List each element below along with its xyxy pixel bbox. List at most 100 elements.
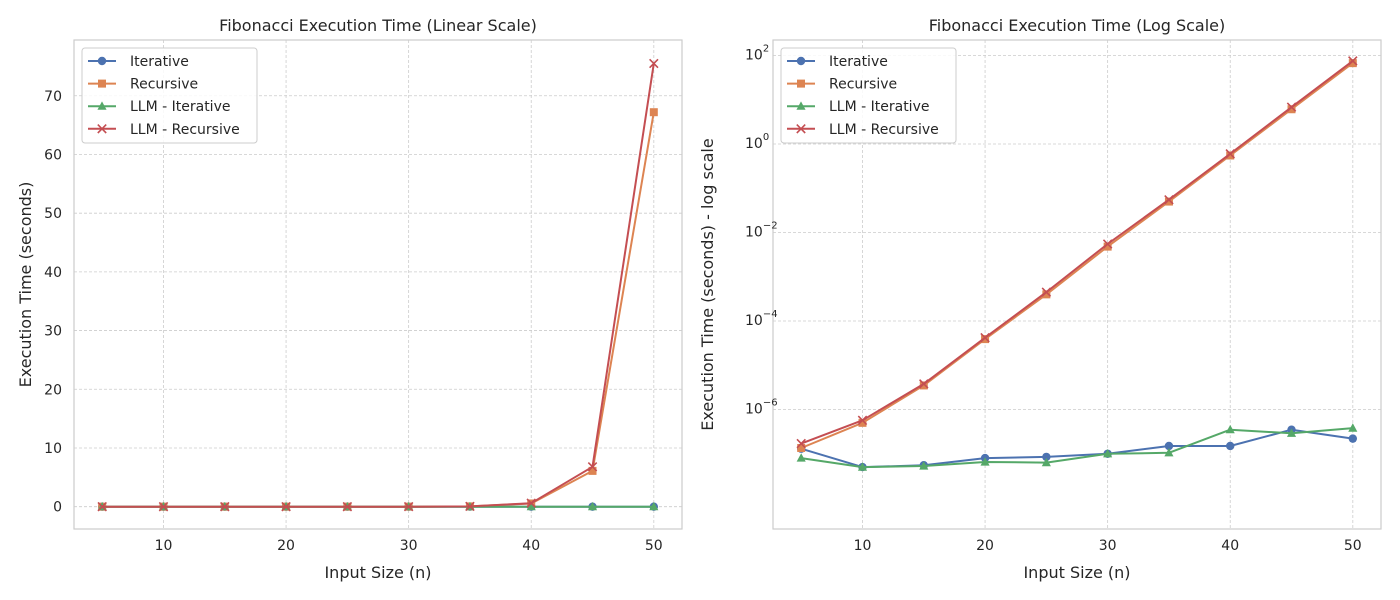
data-point [158,501,169,512]
x-tick-label: 50 [1344,538,1362,554]
data-point [1164,197,1173,206]
data-point [981,335,990,344]
data-point [857,415,868,426]
y-tick-label: 20 [44,382,62,398]
y-tick-label-exponent: −4 [763,309,778,320]
data-point [858,418,867,427]
legend: Iterative Recursive LLM - Iterative LLM - R… [81,47,258,144]
data-point [1348,423,1358,432]
data-point [857,462,868,471]
data-point [797,444,806,453]
legend-label: Recursive [829,77,897,93]
data-point [796,438,806,449]
data-point [588,466,597,475]
data-point [1164,448,1174,457]
legend-label: LLM - Recursive [130,122,240,138]
legend-label: LLM - Iterative [130,99,230,115]
y-tick-label: 70 [44,89,62,105]
legend-label: Iterative [829,54,888,70]
data-point [980,332,990,343]
data-point [403,501,414,512]
y-tick-label-base: 10 [745,313,763,329]
y-tick-label-base: 10 [745,225,763,241]
data-point [1286,102,1297,112]
x-tick-label: 40 [1221,538,1239,554]
legend-item: Iterative [787,54,888,70]
y-axis-label: Execution Time (seconds) [16,182,35,388]
data-point [1225,149,1235,159]
x-tick-label: 30 [1099,538,1117,554]
x-tick-label: 10 [155,538,173,554]
data-point [649,501,659,511]
data-point [1164,441,1174,451]
data-point [587,501,598,511]
data-point [649,108,658,117]
legend-label: LLM - Iterative [829,99,929,115]
legend-item: Recursive [787,77,897,93]
data-point [587,462,598,472]
y-tick-label-base: 10 [745,47,763,63]
legend-marker [797,79,805,88]
y-tick-label-exponent: −2 [763,221,778,232]
legend-item: LLM - Recursive [787,122,939,138]
chart-linear-scale: 10 20 30 40 50 0 10 20 30 40 50 60 70 Fibonacci Execu… [16,16,683,582]
legend-label: Recursive [130,77,198,93]
y-tick-label: 40 [44,265,62,281]
x-tick-label: 20 [976,538,994,554]
data-point [342,501,353,512]
y-tick-label: 30 [44,324,62,340]
y-tick-label: 50 [44,206,62,222]
legend-marker [98,79,106,88]
series-line [800,60,1354,445]
x-tick-label: 10 [854,538,872,554]
data-point [1348,59,1357,68]
legend-label: Iterative [130,54,189,70]
legend-box [780,47,957,144]
data-point [281,501,291,512]
x-tick-label: 30 [400,538,418,554]
y-tick-label-base: 10 [745,136,763,152]
data-point [1226,151,1235,160]
data-point [1102,239,1113,249]
data-point [919,461,929,470]
legend-item: LLM - Iterative [787,99,929,115]
x-tick-label: 50 [645,538,663,554]
y-tick-label: 60 [44,147,62,163]
legend-marker [796,124,806,134]
series-llm-iterative [796,423,1358,471]
series-recursive [797,59,1357,453]
series-llm-recursive [796,56,1358,449]
data-point [919,379,929,389]
x-tick-label: 40 [522,538,540,554]
legend-marker [97,56,107,66]
y-tick-label: 10−6 [745,398,778,418]
x-axis-label: Input Size (n) [324,563,431,582]
data-point [796,453,806,462]
y-tick-label: 0 [53,500,62,516]
legend-box [81,47,258,144]
legend-item: LLM - Recursive [88,122,240,138]
data-point [649,58,659,69]
legend-marker [97,124,107,134]
y-tick-label-base: 10 [745,402,763,418]
data-point [1226,441,1235,451]
data-point [465,501,475,512]
data-point [1286,428,1297,437]
y-tick-label: 10 [44,441,62,457]
data-point [526,501,536,511]
data-point [97,501,107,512]
legend-item: Iterative [88,54,189,70]
y-tick-label-exponent: 2 [763,43,769,54]
y-tick-label-exponent: 0 [763,132,769,143]
legend-marker [796,101,806,110]
y-tick-label: 102 [745,43,769,63]
data-point [1041,287,1052,297]
y-axis-label: Execution Time (seconds) - log scale [698,138,717,430]
chart-title: Fibonacci Execution Time (Log Scale) [929,16,1226,35]
legend-item: LLM - Iterative [88,99,230,115]
data-point [1042,290,1051,299]
data-point [980,457,990,466]
data-point [1225,424,1235,434]
data-point [220,501,230,512]
